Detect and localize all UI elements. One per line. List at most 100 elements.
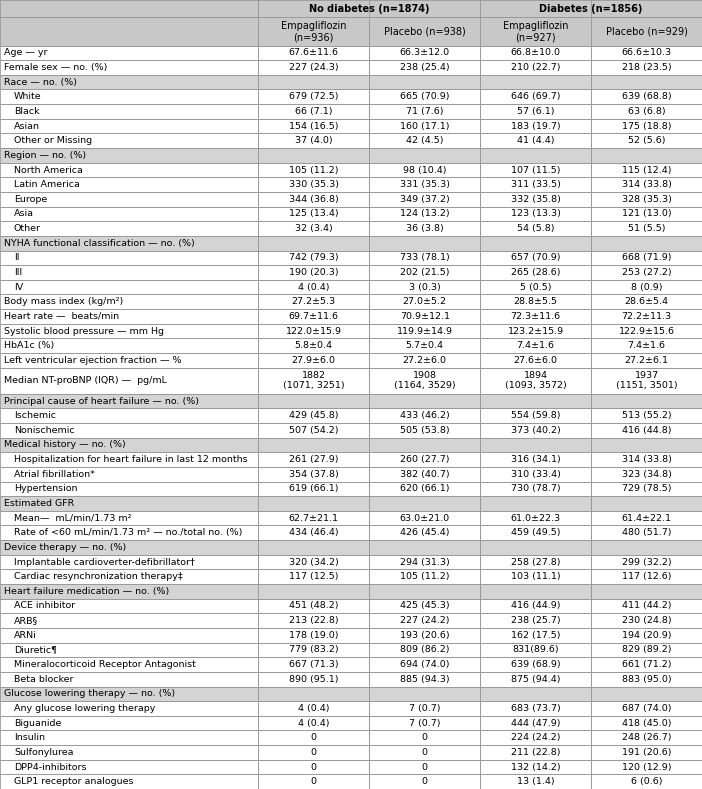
Text: 69.7±11.6: 69.7±11.6 xyxy=(289,312,339,321)
Bar xyxy=(258,46,369,60)
Bar xyxy=(258,555,369,570)
Text: 253 (27.2): 253 (27.2) xyxy=(622,268,671,277)
Text: 505 (53.8): 505 (53.8) xyxy=(400,426,449,435)
Text: 4 (0.4): 4 (0.4) xyxy=(298,282,329,292)
Bar xyxy=(0,294,258,309)
Bar xyxy=(480,309,591,323)
Bar xyxy=(591,510,702,525)
Text: Median NT-proBNP (IQR) —  pg/mL: Median NT-proBNP (IQR) — pg/mL xyxy=(4,376,167,385)
Text: 668 (71.9): 668 (71.9) xyxy=(622,253,671,263)
Text: 193 (20.6): 193 (20.6) xyxy=(400,630,449,640)
Bar xyxy=(480,481,591,496)
Bar xyxy=(0,467,258,481)
Bar xyxy=(591,394,702,409)
Text: Empagliflozin
(n=936): Empagliflozin (n=936) xyxy=(281,21,347,43)
Bar xyxy=(480,423,591,438)
Bar xyxy=(591,163,702,178)
Bar xyxy=(258,394,369,409)
Bar xyxy=(591,716,702,731)
Text: 218 (23.5): 218 (23.5) xyxy=(622,63,671,72)
Bar xyxy=(0,338,258,353)
Text: 105 (11.2): 105 (11.2) xyxy=(400,572,449,581)
Text: Other or Missing: Other or Missing xyxy=(14,136,92,145)
Text: 0: 0 xyxy=(422,777,428,786)
Bar xyxy=(258,628,369,642)
Bar xyxy=(0,774,258,789)
Text: 513 (55.2): 513 (55.2) xyxy=(622,411,671,421)
Bar xyxy=(258,599,369,613)
Text: 328 (35.3): 328 (35.3) xyxy=(621,195,672,204)
Text: 132 (14.2): 132 (14.2) xyxy=(511,762,560,772)
Bar xyxy=(591,409,702,423)
Bar xyxy=(0,584,258,599)
Text: 51 (5.5): 51 (5.5) xyxy=(628,224,665,233)
Bar xyxy=(369,353,480,368)
Bar xyxy=(369,452,480,467)
Bar xyxy=(369,584,480,599)
Bar xyxy=(480,368,591,394)
Text: 194 (20.9): 194 (20.9) xyxy=(622,630,671,640)
Bar xyxy=(258,338,369,353)
Text: 227 (24.3): 227 (24.3) xyxy=(289,63,338,72)
Bar xyxy=(0,628,258,642)
Text: 175 (18.8): 175 (18.8) xyxy=(622,122,671,130)
Bar xyxy=(480,672,591,686)
Bar xyxy=(591,686,702,701)
Bar xyxy=(258,642,369,657)
Bar xyxy=(258,178,369,192)
Bar xyxy=(258,89,369,104)
Text: 661 (71.2): 661 (71.2) xyxy=(622,660,671,669)
Text: Black: Black xyxy=(14,107,39,116)
Bar xyxy=(369,628,480,642)
Text: Implantable cardioverter-defibrillator†: Implantable cardioverter-defibrillator† xyxy=(14,558,195,567)
Bar xyxy=(591,265,702,280)
Text: 61.0±22.3: 61.0±22.3 xyxy=(510,514,561,522)
Text: 310 (33.4): 310 (33.4) xyxy=(510,469,561,479)
Text: North America: North America xyxy=(14,166,83,174)
Text: 27.6±6.0: 27.6±6.0 xyxy=(514,356,557,365)
Bar xyxy=(480,760,591,774)
Text: 42 (4.5): 42 (4.5) xyxy=(406,136,444,145)
Bar xyxy=(369,657,480,672)
Bar xyxy=(591,613,702,628)
Text: Atrial fibrillation*: Atrial fibrillation* xyxy=(14,469,95,479)
Bar xyxy=(369,119,480,133)
Bar xyxy=(480,438,591,452)
Text: White: White xyxy=(14,92,41,101)
Bar xyxy=(369,438,480,452)
Bar xyxy=(258,280,369,294)
Text: Female sex — no. (%): Female sex — no. (%) xyxy=(4,63,107,72)
Text: Heart rate —  beats/min: Heart rate — beats/min xyxy=(4,312,119,321)
Bar xyxy=(258,133,369,148)
Bar xyxy=(0,496,258,510)
Bar xyxy=(369,251,480,265)
Bar xyxy=(258,467,369,481)
Text: 28.6±5.4: 28.6±5.4 xyxy=(625,297,668,306)
Text: 124 (13.2): 124 (13.2) xyxy=(400,209,449,219)
Bar xyxy=(0,540,258,555)
Text: 411 (44.2): 411 (44.2) xyxy=(622,601,671,611)
Text: 57 (6.1): 57 (6.1) xyxy=(517,107,555,116)
Text: 66.3±12.0: 66.3±12.0 xyxy=(399,48,450,58)
Text: Latin America: Latin America xyxy=(14,180,80,189)
Text: 299 (32.2): 299 (32.2) xyxy=(622,558,671,567)
Bar xyxy=(258,423,369,438)
Text: 1908
(1164, 3529): 1908 (1164, 3529) xyxy=(394,371,456,391)
Bar xyxy=(480,525,591,540)
Text: 5 (0.5): 5 (0.5) xyxy=(520,282,551,292)
Bar xyxy=(591,774,702,789)
Text: 27.9±6.0: 27.9±6.0 xyxy=(292,356,336,365)
Bar xyxy=(480,0,702,17)
Bar xyxy=(258,251,369,265)
Text: 667 (71.3): 667 (71.3) xyxy=(289,660,338,669)
Bar xyxy=(0,760,258,774)
Text: 7 (0.7): 7 (0.7) xyxy=(409,719,440,727)
Text: 36 (3.8): 36 (3.8) xyxy=(406,224,444,233)
Bar xyxy=(480,178,591,192)
Text: Cardiac resynchronization therapy‡: Cardiac resynchronization therapy‡ xyxy=(14,572,183,581)
Text: 657 (70.9): 657 (70.9) xyxy=(511,253,560,263)
Text: Ischemic: Ischemic xyxy=(14,411,56,421)
Text: Systolic blood pressure — mm Hg: Systolic blood pressure — mm Hg xyxy=(4,327,164,335)
Text: 639 (68.9): 639 (68.9) xyxy=(511,660,560,669)
Text: 52 (5.6): 52 (5.6) xyxy=(628,136,665,145)
